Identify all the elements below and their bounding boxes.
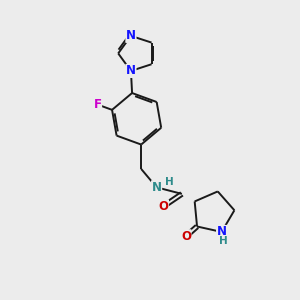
Text: N: N (126, 64, 136, 77)
Text: N: N (152, 181, 162, 194)
Text: N: N (217, 226, 226, 238)
Text: H: H (219, 236, 227, 247)
Text: O: O (158, 200, 169, 213)
Text: N: N (126, 29, 136, 42)
Text: H: H (165, 177, 173, 187)
Text: F: F (94, 98, 101, 111)
Text: O: O (181, 230, 191, 243)
